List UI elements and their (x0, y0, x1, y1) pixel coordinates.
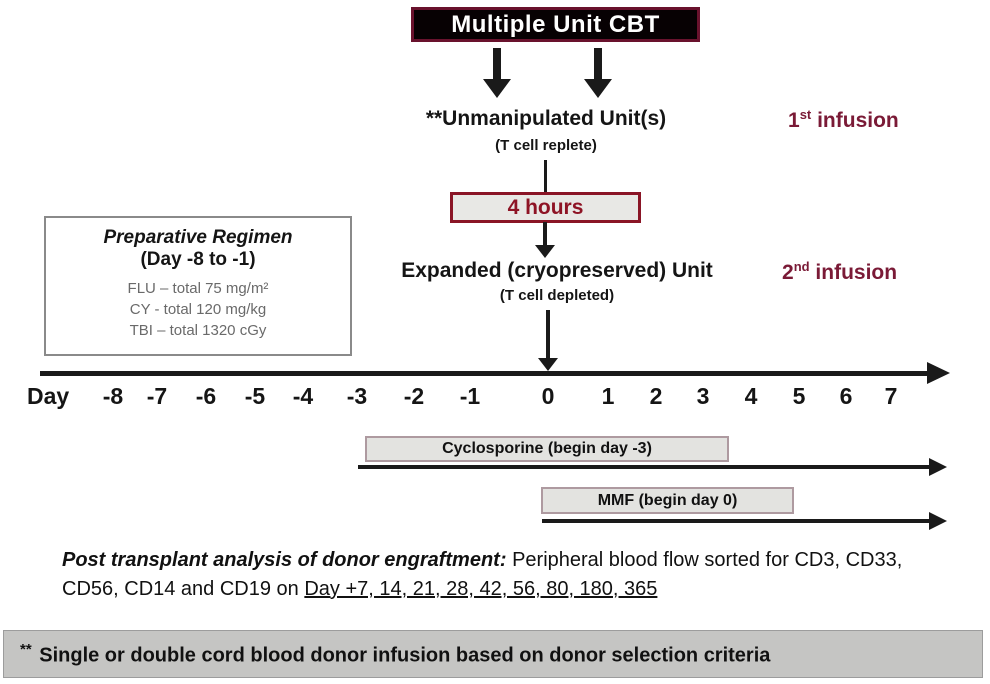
arrow-stem (543, 222, 547, 245)
tbi-dose-line: TBI – total 1320 cGy (129, 322, 267, 339)
tick-minus7: -7 (146, 383, 168, 409)
timeline-axis (40, 362, 950, 384)
tick-0: 0 (541, 383, 555, 409)
tick-1: 1 (601, 383, 615, 409)
tick-5: 5 (792, 383, 806, 409)
title-arrow-right (584, 48, 612, 98)
tick-4: 4 (744, 383, 758, 409)
title-arrow-left (483, 48, 511, 98)
mmf-label: MMF (begin day 0) (597, 492, 738, 509)
tick-minus5: -5 (244, 383, 266, 409)
expanded-unit-label: Expanded (cryopreserved) Unit (401, 259, 713, 282)
cyclosporine-label: Cyclosporine (begin day -3) (442, 440, 652, 457)
expanded-to-axis-arrow (538, 310, 558, 371)
mmf-duration-arrow (542, 512, 947, 530)
tick-minus3: -3 (346, 383, 368, 409)
footnote-text: ** Single or double cord blood donor inf… (20, 640, 771, 667)
timeline-day-label: Day (27, 383, 70, 409)
connector-line (544, 160, 547, 192)
t-cell-replete-label: (T cell replete) (495, 137, 597, 154)
arrow-stem (546, 310, 550, 358)
engraftment-paragraph: Post transplant analysis of donor engraf… (62, 546, 948, 604)
cy-dose-line: CY - total 120 mg/kg (129, 301, 267, 318)
second-infusion-label: 2nd infusion (782, 259, 898, 284)
engraftment-middle: Peripheral blood flow sorted for CD3, CD… (62, 549, 903, 600)
prep-regimen-title: Preparative Regimen (103, 227, 293, 248)
cyclosporine-duration-arrow (358, 458, 947, 476)
wait-to-expanded-arrow (535, 222, 555, 258)
tick-7: 7 (884, 383, 898, 409)
wait-duration-label: 4 hours (507, 196, 584, 219)
engraftment-days: Day +7, 14, 21, 28, 42, 56, 80, 180, 365 (304, 578, 658, 600)
tick-minus2: -2 (403, 383, 425, 409)
unmanipulated-unit-label: **Unmanipulated Unit(s) (425, 107, 667, 130)
tick-6: 6 (839, 383, 853, 409)
cyclosporine-box: Cyclosporine (begin day -3) (365, 436, 729, 462)
footnote-marker: ** (20, 640, 32, 658)
first-infusion-label: 1st infusion (788, 107, 899, 132)
tick-minus1: -1 (459, 383, 481, 409)
arrow-head-icon (483, 79, 511, 98)
prep-regimen-drugs: FLU – total 75 mg/m² CY - total 120 mg/k… (46, 278, 350, 341)
wait-box: 4 hours (450, 192, 641, 223)
arrow-head-icon (535, 245, 555, 258)
arrow-head-icon (584, 79, 612, 98)
tick-minus4: -4 (292, 383, 314, 409)
flu-dose-line: FLU – total 75 mg/m² (127, 280, 269, 297)
tick-2: 2 (649, 383, 663, 409)
footnote-bar: ** Single or double cord blood donor inf… (3, 630, 983, 678)
arrow-stem (493, 48, 501, 79)
arrow-stem (594, 48, 602, 79)
prep-regimen-days: (Day -8 to -1) (140, 249, 256, 270)
mmf-box: MMF (begin day 0) (541, 487, 794, 514)
engraftment-lead: Post transplant analysis of donor engraf… (62, 549, 507, 571)
t-cell-depleted-label: (T cell depleted) (499, 287, 615, 304)
tick-minus8: -8 (102, 383, 124, 409)
tick-3: 3 (696, 383, 710, 409)
preparative-regimen-box: Preparative Regimen (Day -8 to -1) FLU –… (44, 216, 352, 356)
tick-minus6: -6 (195, 383, 217, 409)
diagram-title: Multiple Unit CBT (451, 11, 660, 38)
arrow-head-icon (538, 358, 558, 371)
title-box: Multiple Unit CBT (411, 7, 700, 42)
